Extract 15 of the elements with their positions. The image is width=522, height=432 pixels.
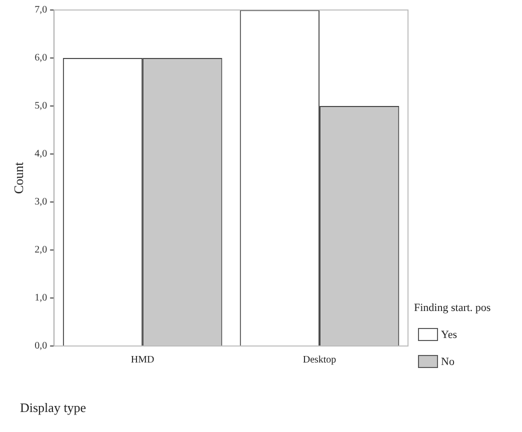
x-tick-label: Desktop [302, 354, 336, 366]
x-tick-label: HMD [130, 354, 154, 366]
y-tick-label: 1,0 [34, 292, 48, 304]
text: Yes [441, 328, 458, 340]
y-tick-label: 6,0 [34, 52, 48, 64]
y-tick-label: 2,0 [34, 244, 48, 256]
x-axis-title: Display type [20, 400, 86, 416]
y-tick-label: 5,0 [34, 100, 48, 112]
legend-title: Finding start. pos [414, 302, 491, 314]
y-tick-label: 0,0 [34, 340, 48, 352]
y-tick-label: 4,0 [34, 148, 48, 160]
y-tick-label: 7,0 [34, 4, 48, 16]
legend-label: No [441, 356, 454, 368]
y-tick-label: 3,0 [34, 196, 48, 208]
y-axis-title: Count [11, 162, 26, 194]
